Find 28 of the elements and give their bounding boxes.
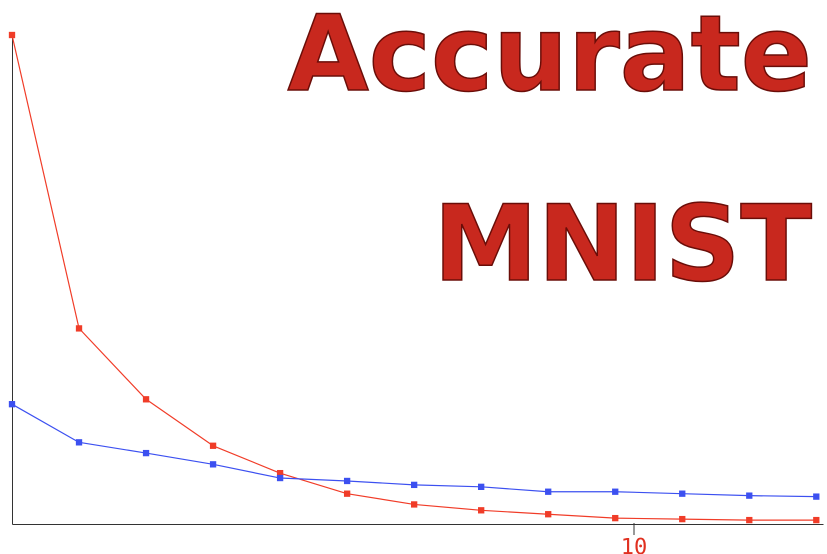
- point: [142, 396, 150, 402]
- text: MNIST: [433, 183, 812, 305]
- point: [746, 516, 752, 524]
- point: [545, 488, 552, 495]
- point: [210, 442, 216, 449]
- point: [679, 490, 686, 497]
- point: [142, 450, 150, 456]
- point: [612, 514, 618, 522]
- point: [276, 474, 284, 482]
- point: [478, 507, 484, 514]
- point: [612, 488, 618, 495]
- point: [76, 325, 82, 332]
- point: [746, 492, 752, 499]
- point: [545, 511, 552, 518]
- text: 10: [620, 535, 648, 554]
- point: [478, 484, 484, 490]
- point: [8, 32, 16, 38]
- point: [410, 482, 418, 488]
- point: [344, 490, 350, 497]
- chart-title: Accurate: [287, 0, 812, 115]
- point: [344, 478, 350, 484]
- point: [813, 493, 820, 500]
- point: [210, 461, 216, 468]
- point: [76, 439, 82, 446]
- point: [813, 516, 820, 524]
- point: [410, 501, 418, 508]
- point: [8, 401, 16, 408]
- point: [679, 516, 686, 522]
